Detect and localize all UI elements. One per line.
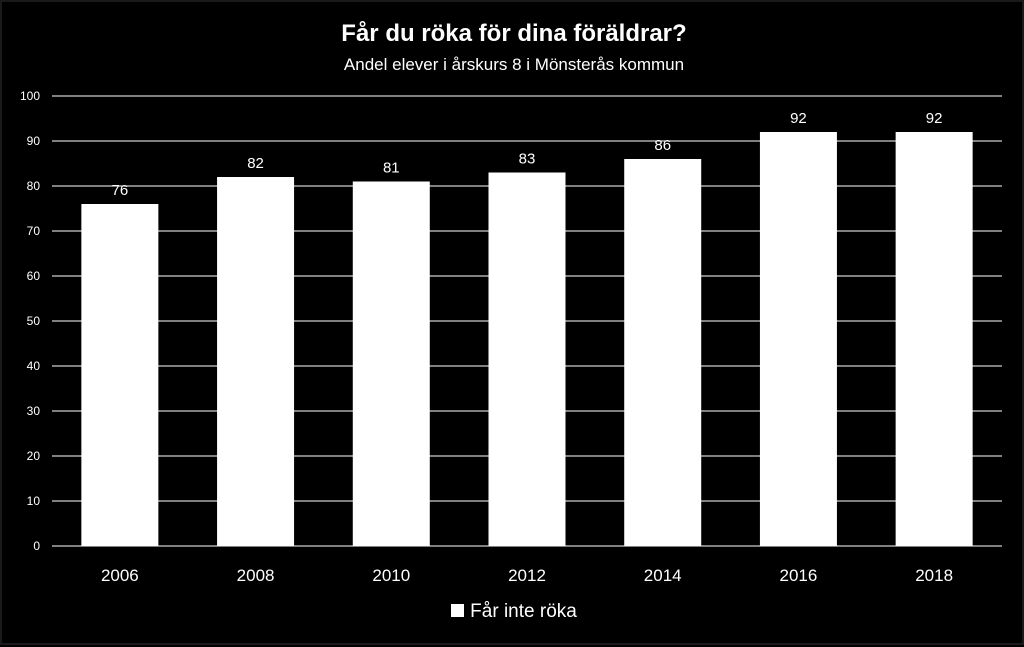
y-tick-label: 60 bbox=[27, 269, 41, 283]
bar bbox=[81, 204, 159, 546]
x-tick-label: 2016 bbox=[780, 566, 818, 585]
y-tick-label: 50 bbox=[27, 314, 41, 328]
x-tick-label: 2012 bbox=[508, 566, 546, 585]
x-tick-label: 2014 bbox=[644, 566, 682, 585]
legend-label: Får inte röka bbox=[470, 601, 577, 622]
bar bbox=[624, 159, 702, 546]
x-tick-label: 2018 bbox=[915, 566, 953, 585]
bar bbox=[759, 132, 837, 546]
x-tick-label: 2008 bbox=[237, 566, 275, 585]
y-tick-label: 40 bbox=[27, 359, 41, 373]
y-tick-label: 100 bbox=[20, 89, 40, 103]
y-tick-label: 80 bbox=[27, 179, 41, 193]
data-label: 86 bbox=[654, 137, 671, 154]
chart-subtitle: Andel elever i årskurs 8 i Mönsterås kom… bbox=[343, 55, 685, 74]
bar bbox=[217, 177, 295, 546]
x-tick-label: 2006 bbox=[101, 566, 139, 585]
y-tick-label: 0 bbox=[33, 539, 40, 553]
data-label: 83 bbox=[519, 151, 536, 168]
data-label: 76 bbox=[112, 182, 129, 199]
data-label: 81 bbox=[383, 160, 400, 177]
y-tick-label: 20 bbox=[27, 449, 41, 463]
bar bbox=[352, 181, 430, 546]
bar bbox=[895, 132, 973, 546]
data-label: 92 bbox=[926, 110, 943, 127]
y-tick-label: 70 bbox=[27, 224, 41, 238]
y-tick-label: 10 bbox=[27, 494, 41, 508]
y-tick-label: 90 bbox=[27, 134, 41, 148]
chart-title: Får du röka för dina föräldrar? bbox=[341, 20, 687, 47]
legend: Får inte röka bbox=[2, 601, 1024, 623]
data-label: 82 bbox=[247, 155, 264, 172]
legend-swatch bbox=[451, 604, 465, 617]
y-tick-label: 30 bbox=[27, 404, 41, 418]
x-tick-label: 2010 bbox=[372, 566, 410, 585]
data-label: 92 bbox=[790, 110, 807, 127]
bar bbox=[488, 172, 566, 546]
